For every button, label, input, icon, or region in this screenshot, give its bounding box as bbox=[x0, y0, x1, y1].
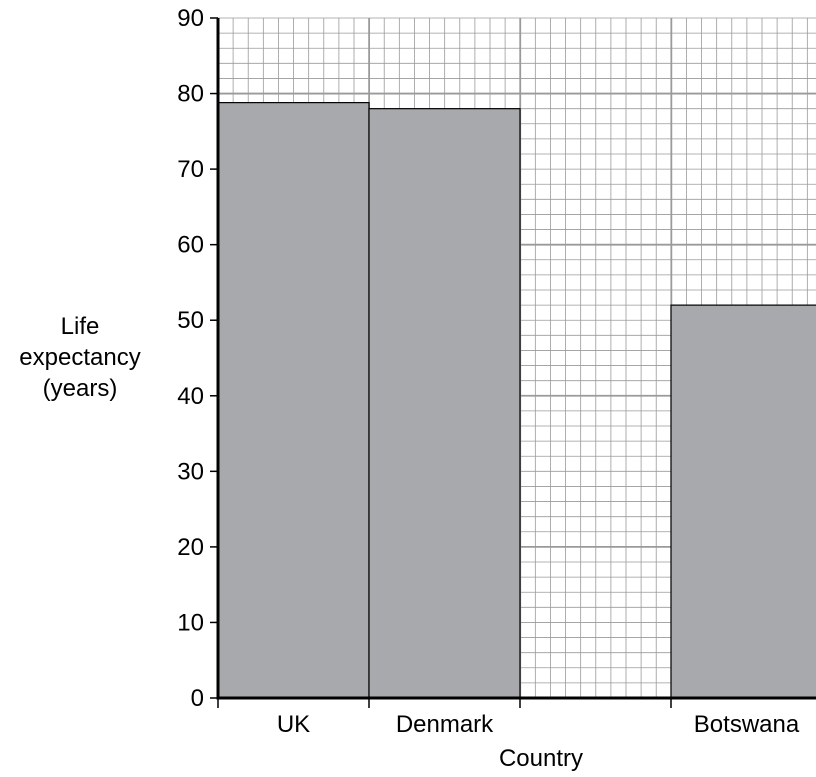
x-tick-label: UK bbox=[277, 711, 310, 738]
bar-botswana bbox=[670, 304, 816, 699]
y-tick-label: 10 bbox=[177, 609, 204, 636]
x-axis-label: Country bbox=[499, 745, 583, 772]
bar-denmark bbox=[368, 108, 521, 699]
y-tick-label: 0 bbox=[191, 685, 204, 712]
y-tick-labels: 0 10 20 30 40 50 60 70 80 90 bbox=[177, 5, 218, 712]
y-tick-label: 90 bbox=[177, 5, 204, 32]
y-tick-label: 30 bbox=[177, 458, 204, 485]
y-tick-label: 20 bbox=[177, 534, 204, 561]
bar-uk bbox=[217, 102, 370, 699]
y-tick-label: 80 bbox=[177, 81, 204, 108]
y-axis-label-line3: (years) bbox=[43, 375, 118, 402]
x-tick-label: Denmark bbox=[396, 711, 494, 738]
x-tick-label: Botswana bbox=[694, 711, 800, 738]
y-tick-label: 40 bbox=[177, 383, 204, 410]
chart-bars bbox=[217, 102, 816, 699]
x-tick-labels: UK Denmark Botswana bbox=[217, 698, 800, 738]
y-tick-label: 70 bbox=[177, 156, 204, 183]
y-axis-label-line2: expectancy bbox=[19, 344, 140, 371]
y-axis-label-line1: Life bbox=[61, 313, 100, 340]
y-tick-label: 60 bbox=[177, 232, 204, 259]
y-tick-label: 50 bbox=[177, 307, 204, 334]
